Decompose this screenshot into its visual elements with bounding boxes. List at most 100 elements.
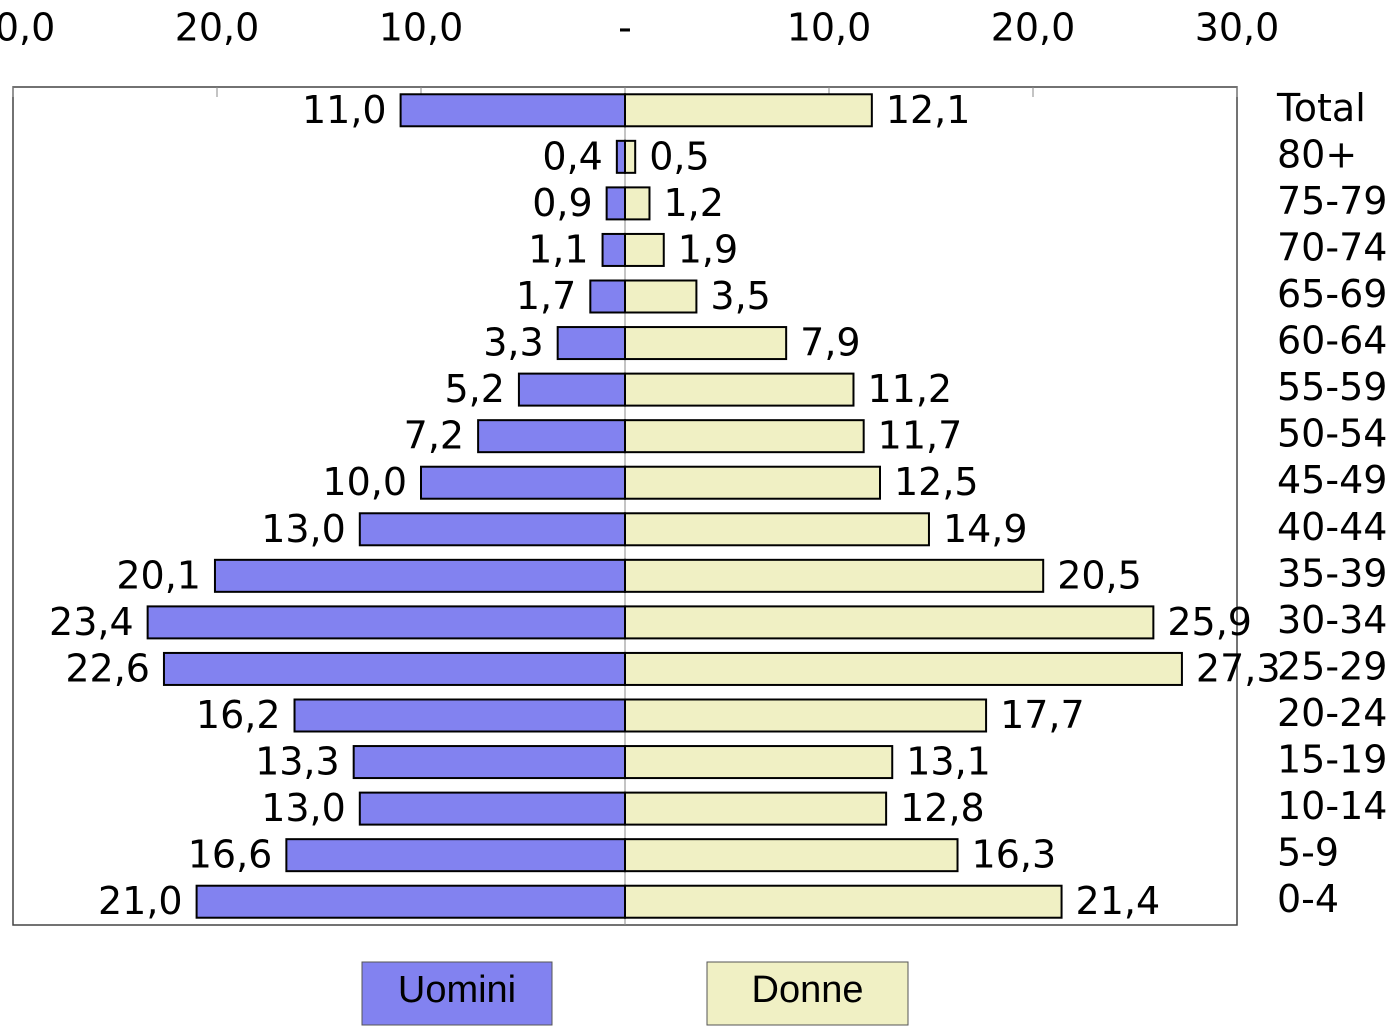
category-label: 70-74 [1277,225,1387,269]
bar [213,558,627,593]
value-label: 1,1 [528,227,588,271]
category-label: 75-79 [1277,179,1387,223]
legend-label: Uomini [398,969,516,1011]
value-label: 20,1 [116,553,201,597]
bar [601,232,626,267]
bar [605,186,627,221]
bar [420,465,626,500]
bar [624,465,881,500]
category-label: 5-9 [1277,831,1339,875]
value-label: 3,5 [710,274,770,318]
bar [556,326,626,361]
category-label: 35-39 [1277,551,1387,595]
x-tick-label: - [618,6,632,50]
x-tick-label: 20,0 [175,6,260,50]
category-label: 65-69 [1277,272,1387,316]
bar [589,279,627,314]
bar [285,838,626,873]
category-label: 45-49 [1277,458,1387,502]
bar [624,512,930,547]
bar [624,698,988,733]
value-label: 16,2 [196,693,281,737]
value-label: 13,0 [261,507,346,551]
value-label: 12,1 [886,88,971,132]
value-label: 22,6 [65,646,150,690]
bar [624,651,1183,686]
bar [195,884,626,919]
category-label: 25-29 [1277,644,1387,688]
bar [624,279,698,314]
bar [615,139,627,174]
category-label: 30-34 [1277,598,1387,642]
value-label: 17,7 [1000,693,1085,737]
category-label: 15-19 [1277,738,1387,782]
x-tick-label: 30,0 [1195,6,1280,50]
x-tick-label: 10,0 [787,6,872,50]
value-label: 0,4 [542,134,602,178]
bar [517,372,626,407]
value-label: 16,6 [188,833,273,877]
category-label: 0-4 [1277,877,1339,921]
legend-swatch [706,961,909,1026]
bar [477,419,626,454]
bar [162,651,627,686]
value-label: 13,0 [261,786,346,830]
value-label: 27,3 [1196,646,1281,690]
value-label: 21,4 [1076,879,1161,923]
value-label: 1,9 [678,227,738,271]
value-label: 1,7 [516,274,576,318]
value-label: 1,2 [663,181,723,225]
bar [293,698,626,733]
bar [624,93,873,128]
category-label: Total [1276,86,1366,130]
x-tick-label: 20,0 [991,6,1076,50]
value-label: 25,9 [1167,600,1252,644]
value-label: 3,3 [483,321,543,365]
value-label: 21,0 [98,879,183,923]
bar [358,791,626,826]
bar [624,372,855,407]
bar [624,605,1155,640]
x-tick-label: 30,0 [0,6,55,50]
bar [399,93,626,128]
value-label: 11,0 [302,88,387,132]
value-label: 11,2 [867,367,952,411]
bar [624,745,894,780]
bar [624,232,665,267]
category-label: 80+ [1277,132,1357,176]
category-label: 20-24 [1277,691,1387,735]
value-label: 13,1 [906,740,991,784]
bar [352,745,626,780]
value-label: 12,8 [900,786,985,830]
value-label: 0,5 [649,134,709,178]
bar [624,791,888,826]
bar [624,838,959,873]
category-label: 60-64 [1277,319,1387,363]
x-tick-label: 10,0 [379,6,464,50]
category-label: 55-59 [1277,365,1387,409]
bar [624,326,788,361]
value-label: 10,0 [322,460,407,504]
bar [624,558,1045,593]
value-label: 7,9 [800,321,860,365]
legend-swatch [361,961,553,1026]
category-label: 50-54 [1277,412,1387,456]
value-label: 12,5 [894,460,979,504]
value-label: 14,9 [943,507,1028,551]
value-label: 7,2 [404,414,464,458]
bar [624,884,1063,919]
legend-label: Donne [752,969,864,1011]
value-label: 13,3 [255,740,340,784]
value-label: 5,2 [444,367,504,411]
value-label: 20,5 [1057,553,1142,597]
bar [624,419,865,454]
value-label: 16,3 [972,833,1057,877]
value-label: 23,4 [49,600,134,644]
category-label: 10-14 [1277,784,1387,828]
bar [624,186,651,221]
bar [358,512,626,547]
bar [624,139,637,174]
category-label: 40-44 [1277,505,1387,549]
bar [146,605,626,640]
